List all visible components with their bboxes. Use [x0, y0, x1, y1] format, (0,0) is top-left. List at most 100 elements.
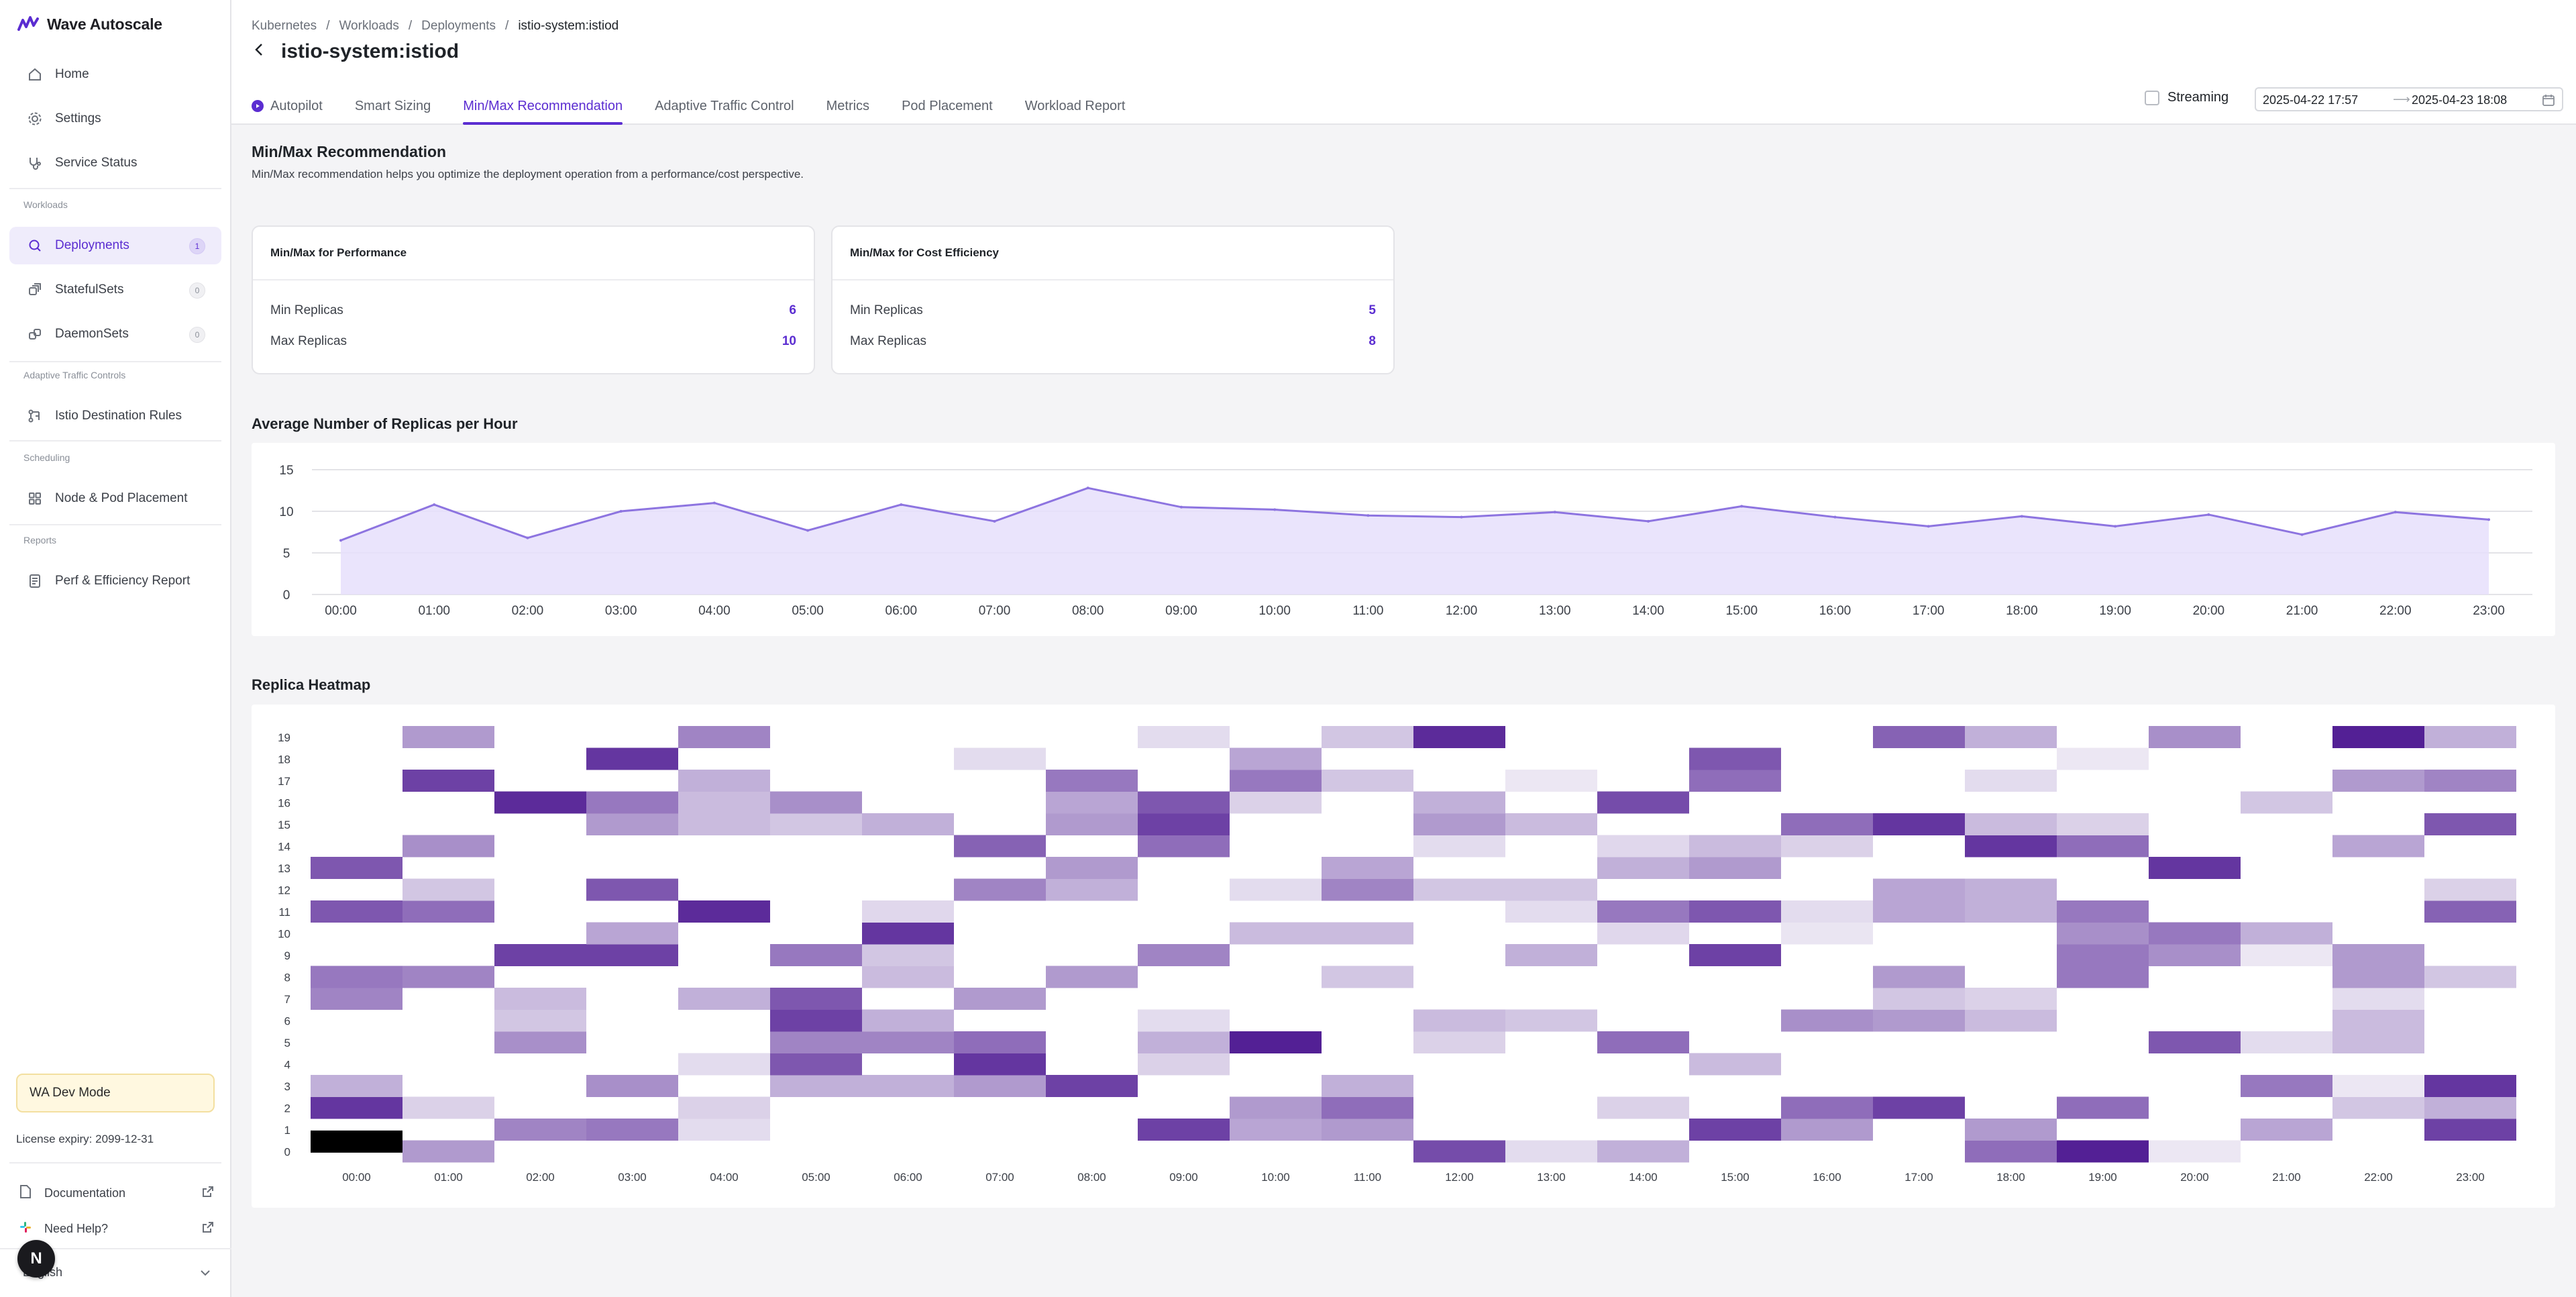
statefulsets-icon	[27, 282, 43, 298]
documentation-link[interactable]: Documentation	[19, 1184, 215, 1202]
heatmap-cell	[862, 944, 954, 966]
daemonsets-icon	[27, 326, 43, 342]
gear-icon	[27, 111, 43, 127]
need-help-link[interactable]: Need Help?	[19, 1221, 215, 1237]
heatmap-cell	[586, 747, 678, 770]
heatmap-cell	[2424, 966, 2516, 988]
sidebar-item-home[interactable]: Home	[9, 56, 221, 93]
date-to[interactable]: 2025-04-23 18:08	[2412, 93, 2508, 107]
heatmap-cell	[2241, 791, 2332, 814]
date-range-picker[interactable]: 2025-04-22 17:57 ⟶ 2025-04-23 18:08	[2255, 87, 2563, 111]
need-help-label: Need Help?	[44, 1222, 109, 1235]
data-point	[806, 529, 810, 532]
x-tick-label: 08:00	[1072, 604, 1104, 618]
breadcrumb: Kubernetes / Workloads / Deployments / i…	[252, 19, 619, 34]
tab-pod-placement[interactable]: Pod Placement	[902, 87, 993, 125]
max-replicas-label: Max Replicas	[850, 334, 927, 348]
tab-autopilot[interactable]: Autopilot	[252, 87, 323, 125]
section-label-reports: Reports	[23, 535, 57, 546]
assistant-fab-button[interactable]: N	[17, 1240, 55, 1278]
data-point	[526, 536, 529, 539]
data-point	[2114, 525, 2117, 528]
heatmap-cell	[2149, 922, 2241, 945]
data-point	[1927, 525, 1930, 528]
sidebar-item-service-status[interactable]: Service Status	[9, 144, 221, 182]
heatmap-cell	[1873, 966, 1965, 988]
heatmap-cell	[2057, 813, 2149, 835]
tab-label: Pod Placement	[902, 98, 993, 113]
y-tick-label: 0	[283, 588, 290, 603]
sidebar-item-daemonsets[interactable]: DaemonSets 0	[9, 315, 221, 353]
y-tick-label: 12	[278, 884, 290, 897]
streaming-toggle[interactable]: Streaming	[2145, 90, 2229, 105]
y-tick-label: 11	[278, 906, 290, 919]
heatmap-cell	[1597, 1096, 1689, 1119]
sidebar-divider	[9, 361, 221, 362]
min-replicas-row: Min Replicas 5	[850, 303, 1376, 318]
heatmap-cell	[678, 988, 770, 1010]
heatmap-cell	[862, 966, 954, 988]
y-tick-label: 10	[279, 505, 293, 519]
data-point	[1553, 511, 1556, 514]
heatmap-cell	[2149, 1140, 2241, 1163]
tab-metrics[interactable]: Metrics	[826, 87, 869, 125]
heatmap-cell	[2332, 726, 2424, 748]
x-tick-label: 03:00	[605, 604, 637, 618]
sidebar-item-label: DaemonSets	[55, 327, 129, 341]
breadcrumb-item[interactable]: Workloads	[339, 19, 399, 33]
data-point	[1833, 515, 1837, 519]
data-point	[712, 501, 716, 505]
avg-replicas-chart-panel: 0 5 10 15 00:00 01:00 02:00 03:00 04:00 05:00 06:0…	[252, 443, 2555, 636]
heatmap-cell	[1138, 791, 1230, 814]
tab-workload-report[interactable]: Workload Report	[1025, 87, 1126, 125]
breadcrumb-item[interactable]: Deployments	[421, 19, 496, 33]
x-tick-label: 07:00	[979, 604, 1011, 618]
heatmap-cell	[2332, 1009, 2424, 1032]
play-icon	[252, 100, 264, 112]
streaming-checkbox[interactable]	[2145, 90, 2159, 105]
breadcrumb-item[interactable]: Kubernetes	[252, 19, 317, 33]
breadcrumb-separator: /	[505, 19, 509, 33]
sidebar-item-perf-efficiency-report[interactable]: Perf & Efficiency Report	[9, 562, 221, 600]
heatmap-cell	[1138, 726, 1230, 748]
heatmap-cell	[2424, 1119, 2516, 1141]
heatmap-cell	[586, 813, 678, 835]
tab-bar: Autopilot Smart Sizing Min/Max Recommend…	[252, 87, 1125, 125]
x-tick-label: 07:00	[985, 1171, 1014, 1184]
sidebar-item-label: Settings	[55, 111, 101, 125]
calendar-icon[interactable]	[2542, 93, 2555, 110]
brand-logo[interactable]: Wave Autoscale	[17, 15, 162, 34]
tab-smart-sizing[interactable]: Smart Sizing	[355, 87, 431, 125]
sidebar-divider	[9, 188, 221, 189]
x-tick-label: 03:00	[618, 1171, 647, 1184]
sidebar-item-statefulsets[interactable]: StatefulSets 0	[9, 271, 221, 309]
heatmap-cell	[2424, 900, 2516, 923]
sidebar-item-deployments[interactable]: Deployments 1	[9, 227, 221, 264]
heatmap-cell	[770, 791, 862, 814]
sidebar-item-node-pod-placement[interactable]: Node & Pod Placement	[9, 480, 221, 517]
tab-adaptive-traffic-control[interactable]: Adaptive Traffic Control	[655, 87, 794, 125]
heatmap-cell	[2424, 726, 2516, 748]
heatmap-cell	[1413, 1009, 1505, 1032]
heatmap-cell	[2057, 922, 2149, 945]
heatmap-cell	[2332, 835, 2424, 858]
heatmap-cell	[862, 1031, 954, 1053]
x-tick-label: 15:00	[1721, 1171, 1750, 1184]
heatmap-cell	[1689, 944, 1781, 966]
y-tick-label: 4	[284, 1059, 290, 1072]
tab-min-max-recommendation[interactable]: Min/Max Recommendation	[463, 87, 623, 125]
date-from[interactable]: 2025-04-22 17:57	[2263, 93, 2359, 107]
home-icon	[27, 66, 43, 83]
card-title: Min/Max for Performance	[253, 227, 814, 280]
report-icon	[27, 573, 43, 589]
back-arrow-icon[interactable]	[252, 40, 268, 63]
data-point	[2207, 513, 2210, 516]
sidebar-item-istio-destination-rules[interactable]: Istio Destination Rules	[9, 397, 221, 435]
x-tick-label: 16:00	[1819, 604, 1851, 618]
data-point	[1460, 515, 1463, 519]
sidebar-item-settings[interactable]: Settings	[9, 100, 221, 138]
data-point	[900, 503, 903, 507]
heatmap-cell	[1413, 791, 1505, 814]
x-tick-label: 01:00	[418, 604, 450, 618]
